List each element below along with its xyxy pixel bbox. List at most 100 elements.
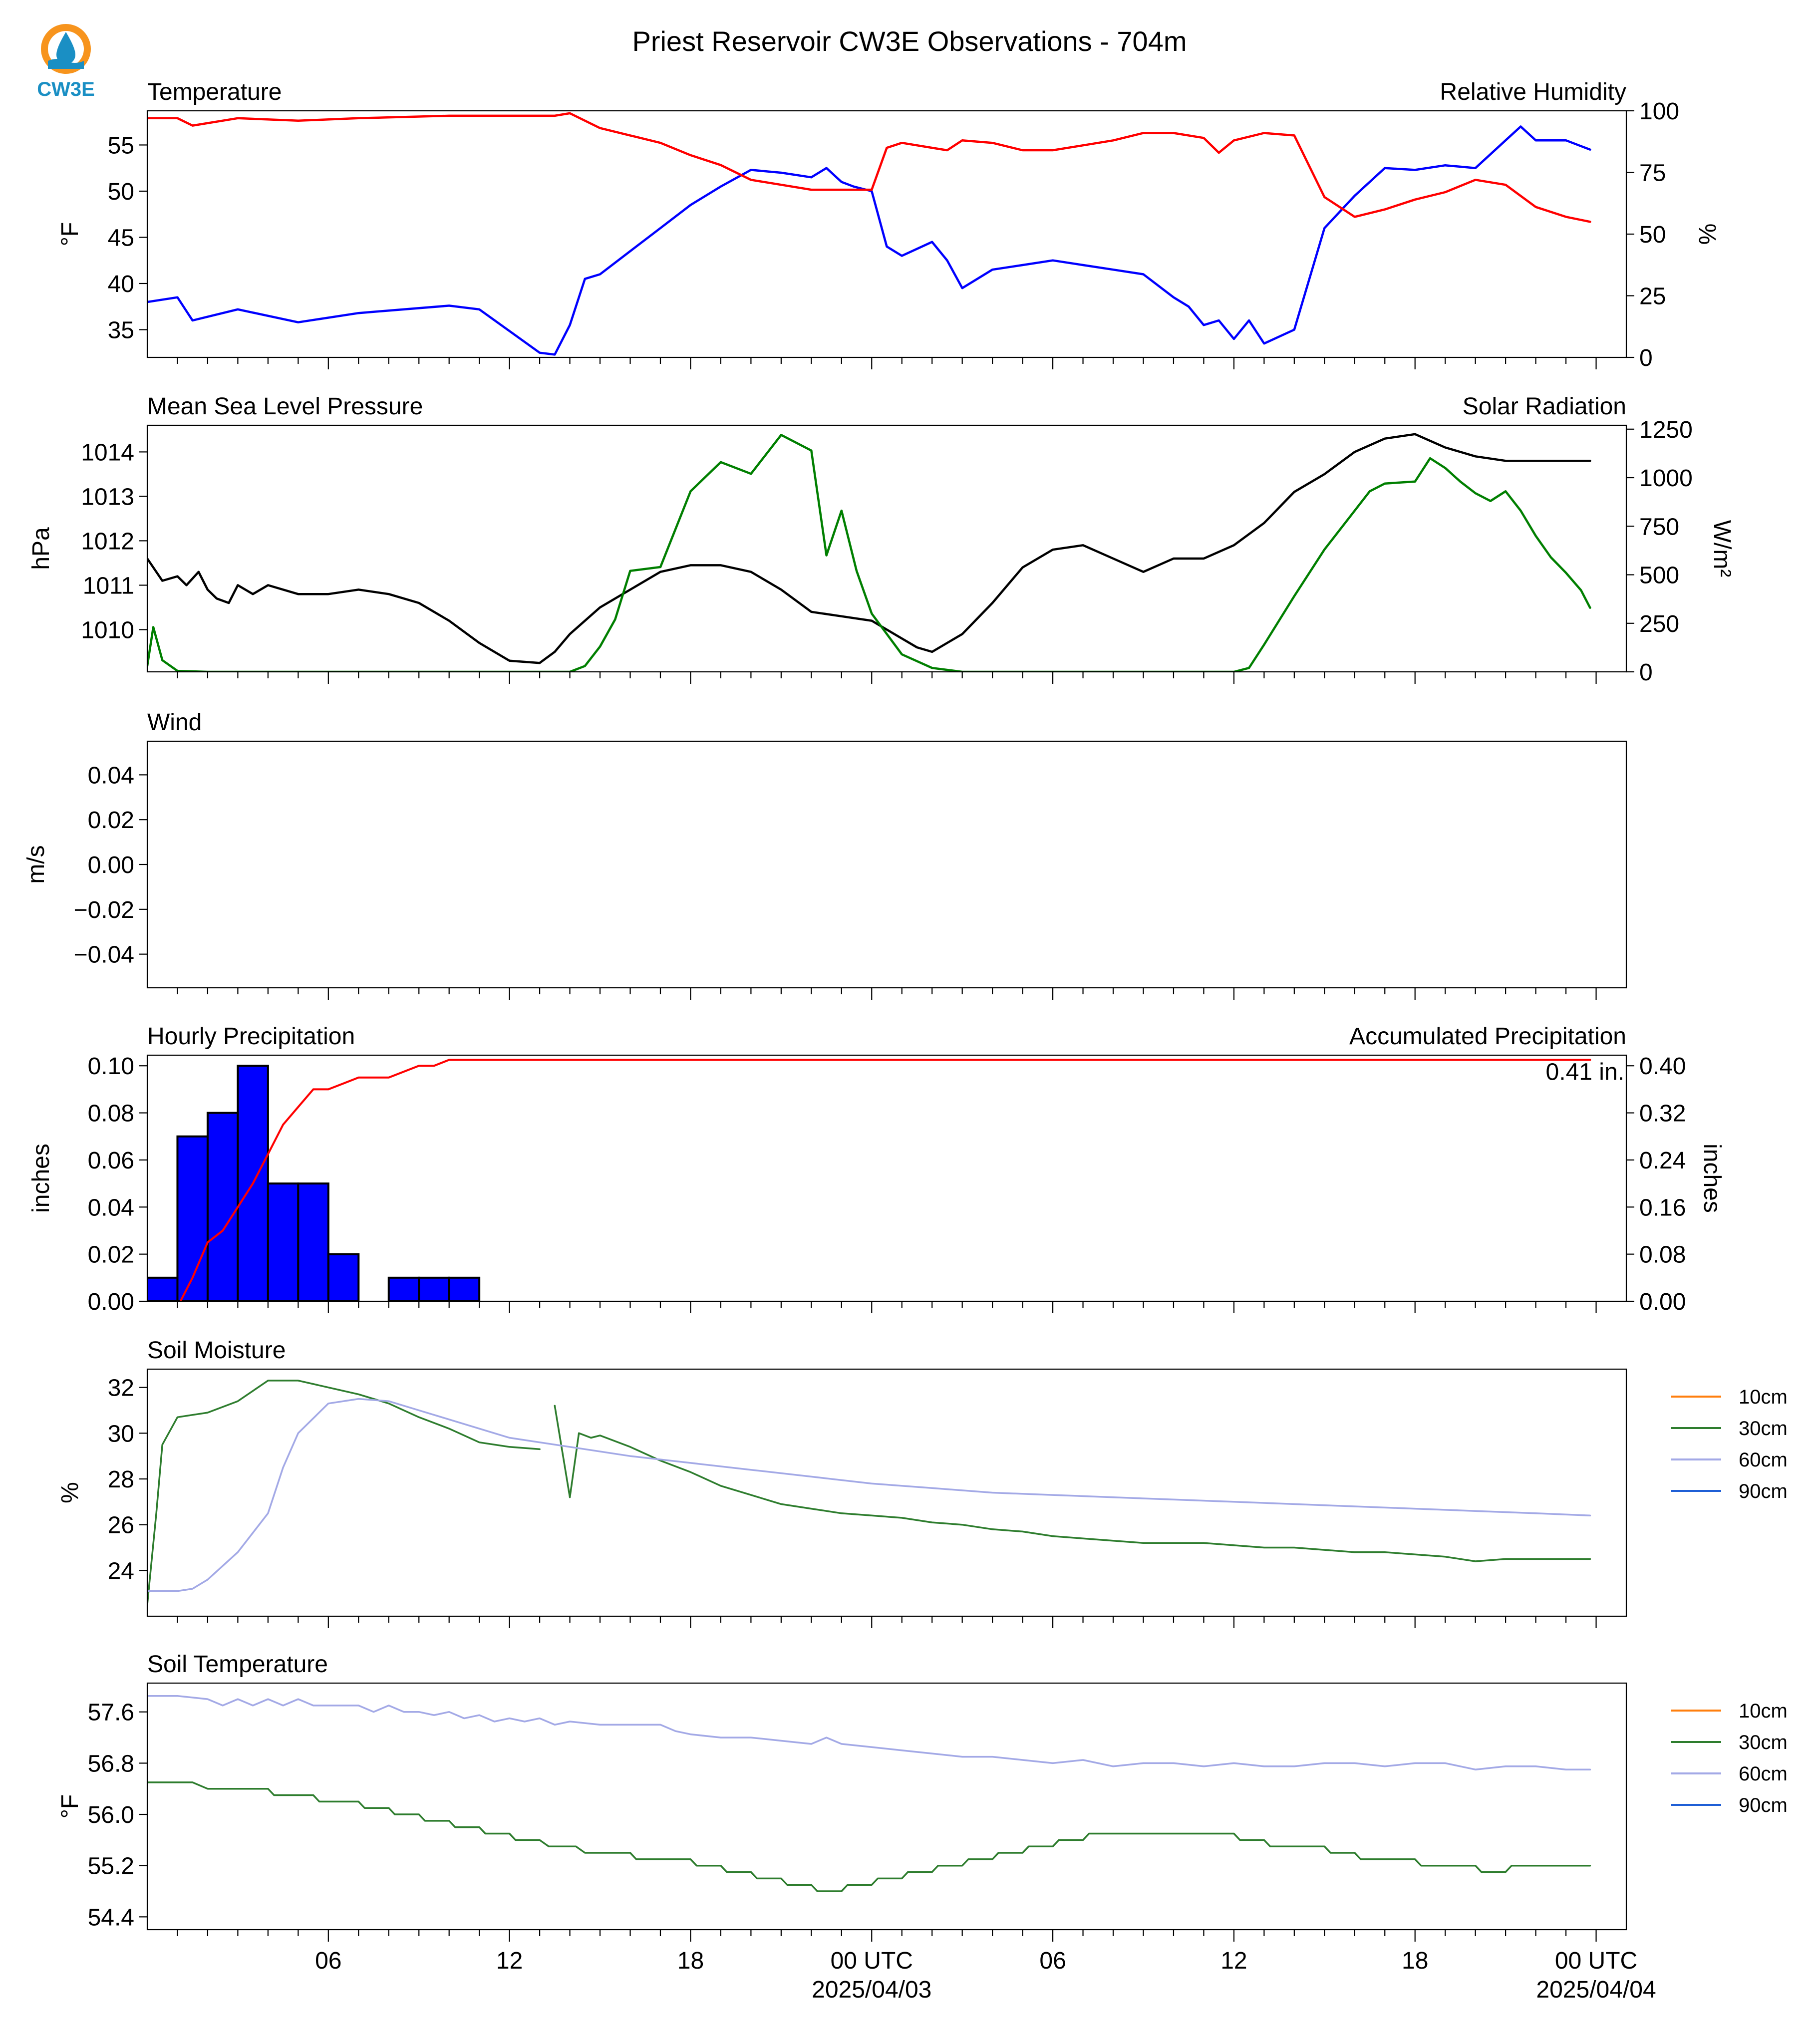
x-date-label: 2025/04/04	[1536, 1977, 1656, 2003]
panel-left-title: Mean Sea Level Pressure	[147, 393, 423, 420]
y-tick-label: 55.2	[88, 1853, 134, 1880]
y-tick-label: 32	[108, 1375, 134, 1402]
legend-label: 30cm	[1739, 1732, 1788, 1753]
panel-right-title: Accumulated Precipitation	[1349, 1023, 1626, 1050]
y2-axis-label: W/m²	[1709, 520, 1735, 578]
y-tick-label: 54.4	[88, 1904, 134, 1931]
y2-tick-label: 75	[1639, 160, 1666, 187]
x-tick-label: 00 UTC	[1555, 1948, 1637, 1974]
y-tick-label: 1011	[83, 573, 134, 599]
y-tick-label: 0.04	[88, 1194, 134, 1221]
legend-label: 10cm	[1739, 1386, 1788, 1408]
panel-frame	[146, 1054, 1627, 1302]
x-tick-label: 12	[496, 1948, 523, 1974]
y-tick-label: 24	[108, 1558, 134, 1584]
x-tick-label: 18	[677, 1948, 704, 1974]
y-axis-label: hPa	[28, 527, 54, 570]
precip-bar	[448, 1276, 481, 1301]
y-axis-label: °F	[57, 222, 83, 247]
series-line-60cm	[147, 1695, 1591, 1770]
panel-frame	[146, 424, 1627, 673]
x-tick-label: 00 UTC	[831, 1948, 913, 1974]
panel-right-title: Relative Humidity	[1440, 79, 1626, 105]
x-tick-label: 06	[1039, 1948, 1066, 1974]
y2-tick-label: 0.24	[1639, 1148, 1686, 1174]
y-tick-label: 30	[108, 1421, 134, 1447]
y2-tick-label: 0.00	[1639, 1289, 1686, 1315]
x-date-label: 2025/04/03	[812, 1977, 931, 2003]
x-tick-label: 12	[1220, 1948, 1247, 1974]
y2-tick-label: 0	[1639, 345, 1653, 371]
y-axis-label: %	[57, 1482, 83, 1503]
y2-tick-label: 50	[1639, 222, 1666, 248]
series-line-mean-sea-level-pressure	[147, 433, 1591, 664]
precip-bar	[267, 1182, 300, 1301]
precip-bar	[206, 1112, 239, 1301]
y-tick-label: 0.00	[88, 852, 134, 878]
y-tick-label: 56.0	[88, 1802, 134, 1828]
plot-area	[147, 1380, 1591, 1606]
y2-tick-label: 750	[1639, 514, 1679, 540]
y2-tick-label: 1000	[1639, 465, 1693, 492]
panel-soil_temp: Soil Temperature 54.4 55.2 56.0 56.8 57.6 °F 10…	[57, 1651, 1788, 2003]
y2-tick-label: 100	[1639, 98, 1679, 125]
y-tick-label: 35	[108, 317, 134, 343]
series-line-solar-radiation	[147, 434, 1591, 672]
cw3e-logo: CW3E	[37, 24, 95, 100]
y-axis-label: °F	[57, 1794, 83, 1819]
precip-bar	[327, 1253, 360, 1301]
y-tick-label: 45	[108, 225, 134, 251]
legend-label: 60cm	[1739, 1449, 1788, 1471]
y-tick-label: 28	[108, 1466, 134, 1493]
y2-tick-label: 0.40	[1639, 1053, 1686, 1080]
plot-area	[147, 433, 1591, 672]
y-tick-label: 57.6	[88, 1700, 134, 1726]
precip-bar	[387, 1276, 420, 1301]
y-tick-label: 0.02	[88, 1242, 134, 1268]
legend-label: 10cm	[1739, 1700, 1788, 1722]
y2-tick-label: 500	[1639, 563, 1679, 589]
panel-temp_rh: Temperature Relative Humidity 35 40 45 50 55 0 2…	[57, 79, 1720, 371]
legend-label: 30cm	[1739, 1418, 1788, 1440]
y-tick-label: 1012	[81, 528, 134, 555]
series-line-relative-humidity	[147, 112, 1591, 223]
y-tick-label: 50	[108, 179, 134, 205]
y2-tick-label: 0.32	[1639, 1101, 1686, 1127]
series-line-30cm	[147, 1781, 1591, 1892]
y-tick-label: −0.02	[74, 897, 134, 923]
panel-frame	[146, 1682, 1627, 1931]
legend-label: 90cm	[1739, 1480, 1788, 1502]
accumulated-annotation: 0.41 in.	[1546, 1059, 1624, 1085]
y-tick-label: 56.8	[88, 1750, 134, 1777]
chart-title: Priest Reservoir CW3E Observations - 704…	[632, 25, 1187, 57]
y2-tick-label: 1250	[1639, 417, 1693, 443]
y-tick-label: 40	[108, 271, 134, 297]
y-tick-label: 55	[108, 132, 134, 159]
panel-left-title: Wind	[147, 709, 202, 736]
y2-tick-label: 0.16	[1639, 1194, 1686, 1221]
panel-precip: Hourly Precipitation Accumulated Precipit…	[28, 1023, 1725, 1315]
panel-left-title: Temperature	[147, 79, 282, 105]
panel-left-title: Soil Temperature	[147, 1651, 328, 1678]
logo-text: CW3E	[37, 78, 95, 100]
legend-label: 90cm	[1739, 1794, 1788, 1816]
y-tick-label: 1010	[81, 617, 134, 643]
panel-right-title: Solar Radiation	[1463, 393, 1626, 420]
legend-label: 60cm	[1739, 1763, 1788, 1785]
y2-tick-label: 25	[1639, 284, 1666, 310]
y-axis-label: m/s	[23, 845, 49, 883]
x-tick-label: 06	[315, 1948, 341, 1974]
y2-axis-label: %	[1694, 224, 1720, 245]
precip-bar	[297, 1182, 329, 1301]
precip-bar	[418, 1276, 450, 1301]
y-tick-label: 0.02	[88, 807, 134, 834]
series-line-30cm	[147, 1380, 1591, 1606]
y-tick-label: 1014	[81, 439, 134, 466]
panel-frame	[146, 110, 1627, 358]
y-tick-label: 0.08	[88, 1101, 134, 1127]
y-tick-label: 0.10	[88, 1053, 134, 1080]
panel-left-title: Soil Moisture	[147, 1337, 286, 1364]
y-tick-label: 0.00	[88, 1289, 134, 1315]
panel-frame	[146, 740, 1627, 989]
